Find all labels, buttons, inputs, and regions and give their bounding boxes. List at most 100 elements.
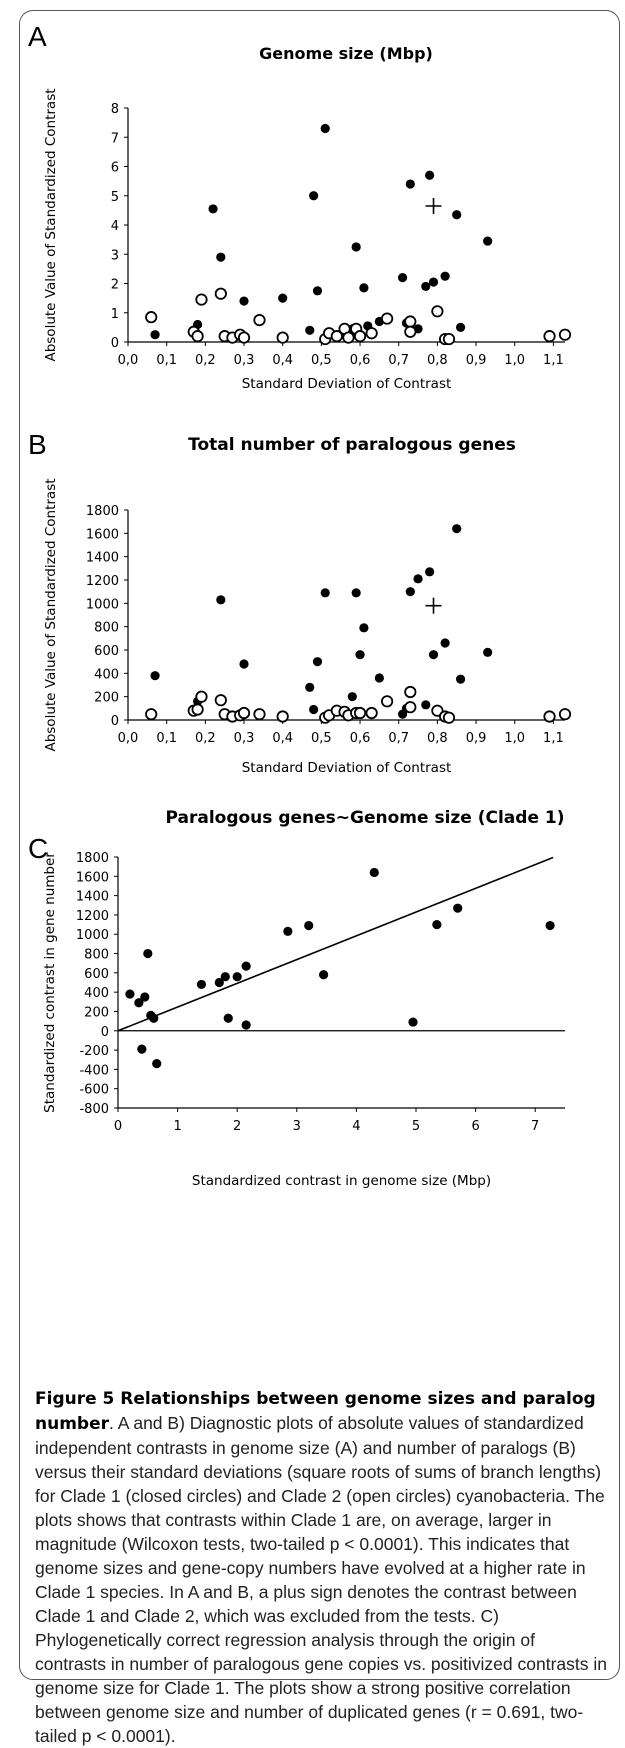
point-closed xyxy=(137,1044,147,1054)
x-tick-label: 5 xyxy=(412,1119,420,1134)
point-closed xyxy=(134,998,144,1008)
chart-panel-c: Paralogous genes~Genome size (Clade 1) -8… xyxy=(42,808,565,1189)
point-open xyxy=(365,327,378,340)
point-closed xyxy=(440,271,450,281)
y-tick-label: 1600 xyxy=(76,870,109,885)
point-closed xyxy=(440,638,450,648)
point-open xyxy=(330,330,343,343)
x-tick-label: 0,6 xyxy=(350,353,371,368)
y-tick-label: 1800 xyxy=(76,851,109,866)
point-closed xyxy=(149,1013,159,1023)
caption-title: Figure 5 Relationships between genome si… xyxy=(35,1389,596,1434)
point-closed xyxy=(374,673,384,683)
point-open xyxy=(558,708,572,721)
y-tick-label: -800 xyxy=(79,1102,109,1117)
point-closed xyxy=(150,330,160,340)
y-tick-label: 400 xyxy=(84,986,109,1001)
y-tick-label: 200 xyxy=(94,691,119,706)
y-tick-label: 0 xyxy=(101,1025,109,1040)
point-open xyxy=(543,710,556,723)
point-closed xyxy=(239,659,249,669)
x-tick-label: 0,8 xyxy=(427,353,448,368)
x-tick-label: 0,2 xyxy=(195,353,216,368)
point-closed xyxy=(309,191,319,201)
y-tick-label: 600 xyxy=(94,644,119,659)
point-open xyxy=(214,287,227,300)
y-tick-label: 1000 xyxy=(86,597,119,612)
point-closed xyxy=(359,623,369,633)
figure-frame xyxy=(19,10,620,1680)
point-closed xyxy=(312,657,323,667)
x-tick-label: 2 xyxy=(233,1119,241,1134)
point-closed xyxy=(283,926,293,936)
point-closed xyxy=(125,989,135,999)
x-tick-label: 4 xyxy=(352,1119,360,1134)
point-open xyxy=(365,706,378,720)
x-tick-label: 0,4 xyxy=(272,353,293,368)
point-closed xyxy=(355,650,365,660)
x-tick-label: 0 xyxy=(114,1119,122,1134)
point-plus xyxy=(425,197,442,214)
point-open xyxy=(404,685,417,699)
point-open xyxy=(353,330,367,343)
x-tick-label: 1 xyxy=(173,1119,181,1134)
panel-label-c: C xyxy=(28,833,48,864)
point-closed xyxy=(425,567,435,577)
x-tick-label: 0,0 xyxy=(118,731,139,746)
x-tick-label: 0,3 xyxy=(234,353,255,368)
x-tick-label: 0,6 xyxy=(350,731,371,746)
x-tick-label: 1,1 xyxy=(543,731,564,746)
point-closed xyxy=(453,903,463,913)
point-closed xyxy=(214,977,224,988)
point-open xyxy=(431,305,444,318)
point-closed xyxy=(452,524,462,534)
x-tick-label: 0,4 xyxy=(272,731,293,746)
x-tick-label: 0,1 xyxy=(156,731,177,746)
x-tick-label: 0,7 xyxy=(388,353,409,368)
point-open xyxy=(253,708,266,721)
point-open xyxy=(404,325,417,338)
point-closed xyxy=(143,948,153,959)
point-open xyxy=(442,711,456,724)
y-axis-label: Absolute Value of Standardized Contrast xyxy=(43,478,59,751)
y-tick-label: 1 xyxy=(111,307,119,322)
point-closed xyxy=(216,595,226,605)
x-tick-label: 0,9 xyxy=(466,353,487,368)
x-tick-label: 1,1 xyxy=(543,353,564,368)
chart-title: Paralogous genes~Genome size (Clade 1) xyxy=(166,808,565,828)
y-tick-label: 1400 xyxy=(76,890,109,905)
point-closed xyxy=(452,210,462,220)
point-closed xyxy=(369,867,379,878)
point-closed xyxy=(408,1017,418,1027)
point-closed xyxy=(140,992,150,1002)
point-closed xyxy=(241,961,251,971)
x-tick-label: 6 xyxy=(471,1119,479,1134)
point-open xyxy=(353,706,367,720)
y-tick-label: -600 xyxy=(79,1083,109,1098)
y-axis-label: Standardized contrast in gene number xyxy=(42,852,58,1113)
y-tick-label: 6 xyxy=(111,161,119,176)
y-tick-label: 2 xyxy=(111,278,119,293)
y-tick-label: 0 xyxy=(111,336,119,351)
y-tick-label: 5 xyxy=(111,190,119,205)
point-closed xyxy=(320,123,330,134)
point-open xyxy=(191,703,204,716)
point-closed xyxy=(319,970,329,980)
point-closed xyxy=(305,325,315,335)
point-closed xyxy=(309,704,319,715)
x-axis-label: Standard Deviation of Contrast xyxy=(242,376,452,392)
x-tick-label: 3 xyxy=(293,1119,301,1134)
y-tick-label: 1200 xyxy=(86,574,119,589)
point-open xyxy=(214,694,227,707)
point-closed xyxy=(351,242,361,252)
x-tick-label: 0,3 xyxy=(234,731,255,746)
point-closed xyxy=(413,574,423,584)
point-closed xyxy=(405,587,415,597)
point-closed xyxy=(545,920,555,931)
y-tick-label: 800 xyxy=(84,948,109,963)
point-open xyxy=(237,706,251,720)
y-tick-label: 7 xyxy=(111,131,119,146)
point-closed xyxy=(421,281,431,292)
x-tick-label: 0,7 xyxy=(388,731,409,746)
point-open xyxy=(404,315,417,328)
